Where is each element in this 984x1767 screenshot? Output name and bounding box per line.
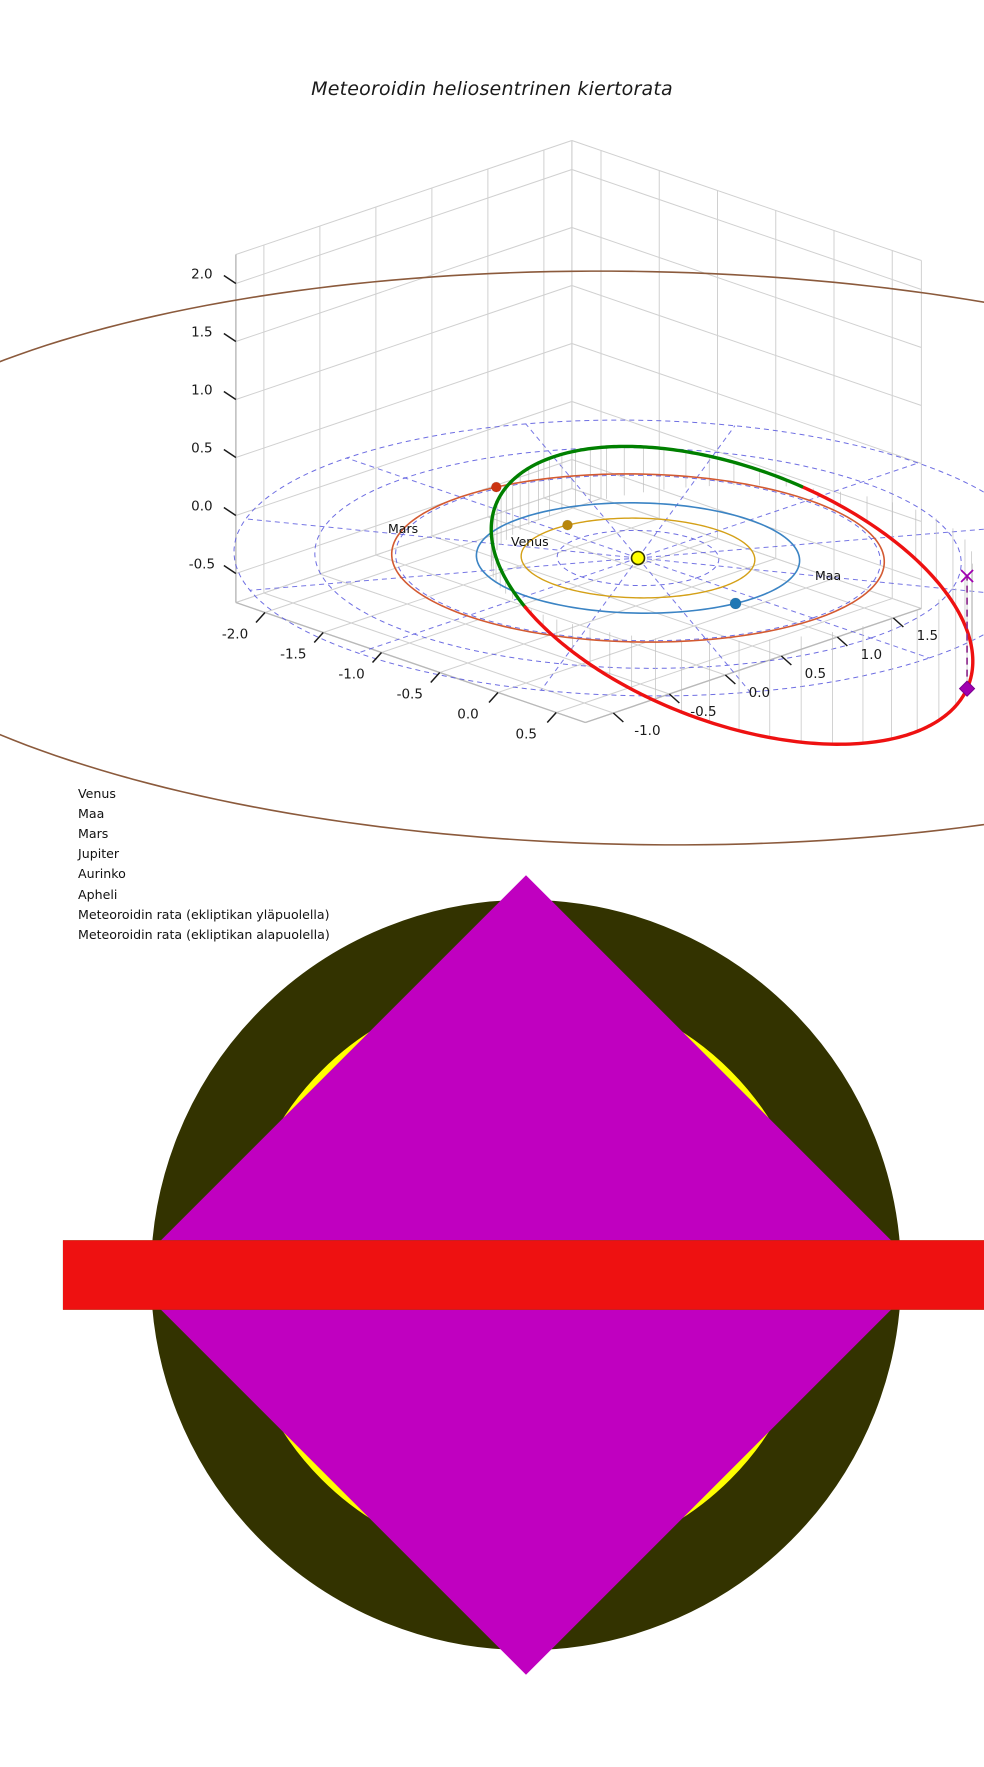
body-markers (490, 481, 742, 610)
z-axis-3-label: 1.0 (191, 383, 212, 399)
y-axis-4-tick (836, 636, 848, 647)
y-axis-5-label: 1.5 (917, 628, 938, 644)
legend-label: Aurinko (78, 866, 126, 882)
y-axis-2-tick (724, 674, 736, 685)
y-axis-0-label: -1.0 (634, 723, 660, 739)
y-axis-3-label: 0.5 (805, 666, 826, 682)
aphelion-projection-x-marker (960, 569, 974, 583)
maa-marker (729, 597, 742, 610)
x-axis-4-label: 0.0 (457, 707, 478, 723)
axis-tick-labels: -2.0 -1.5 -1.0 -0.5 0.0 0.5 -1.0 -0.5 0.0 0.5 1.0 1… (189, 267, 938, 743)
z-axis-5-label: 2.0 (191, 267, 212, 283)
legend-label: Apheli (78, 886, 118, 902)
legend-label: Meteoroidin rata (ekliptikan yläpuolella… (78, 906, 330, 922)
legend-label: Jupiter (78, 846, 120, 862)
z-axis-4-tick (223, 332, 237, 343)
x-axis-0-label: -2.0 (222, 627, 248, 643)
maa-label: Maa (815, 568, 841, 583)
axis-ticks (223, 274, 904, 724)
x-axis-1-label: -1.5 (280, 647, 306, 663)
x-axis-5-tick (546, 711, 557, 724)
plot-area: -2.0 -1.5 -1.0 -0.5 0.0 0.5 -1.0 -0.5 0.0 0.5 1.0 1… (0, 140, 984, 846)
z-axis-2-label: 0.5 (191, 441, 212, 457)
x-axis-0-tick (255, 611, 266, 624)
y-axis-0-tick (612, 712, 624, 723)
planet-orbits (0, 270, 984, 846)
x-axis-2-tick (371, 651, 383, 664)
legend-label: Meteoroidin rata (ekliptikan alapuolella… (78, 926, 330, 942)
legend-item-meteoroidin[interactable]: Meteoroidin rata (ekliptikan alapuolella… (34, 924, 984, 1310)
aphelion-diamond-marker (958, 680, 976, 697)
x-axis-4-tick (488, 691, 499, 704)
z-axis-1-tick (223, 506, 237, 517)
legend-label: Maa (78, 805, 105, 821)
x-axis-3-label: -0.5 (397, 687, 423, 703)
z-axis-2-tick (223, 448, 237, 459)
y-axis-1-tick (668, 693, 680, 704)
z-axis-0-tick (223, 564, 237, 575)
y-axis-4-label: 1.0 (861, 647, 882, 663)
x-axis-3-tick (430, 671, 441, 684)
axis-panes (235, 140, 922, 724)
aphelion-marker-group (958, 569, 976, 697)
z-axis-5-tick (223, 274, 237, 285)
x-axis-1-tick (313, 631, 324, 644)
z-axis-1-label: 0.0 (191, 499, 212, 515)
z-axis-3-tick (223, 390, 237, 401)
z-axis-4-label: 1.5 (191, 325, 212, 341)
mars-marker (490, 481, 502, 493)
x-axis-5-label: 0.5 (516, 727, 537, 743)
page-title: Meteoroidin heliosentrinen kiertorata (311, 78, 673, 100)
x-axis-2-label: -1.0 (338, 667, 364, 683)
mars-label: Mars (388, 521, 418, 536)
legend-label: Venus (78, 785, 116, 801)
legend[interactable]: Venus Maa Mars Jupiter Aurinko Apheli Meteoroi… (34, 783, 984, 1675)
venus-marker (562, 519, 573, 531)
z-axis-0-label: -0.5 (189, 557, 215, 573)
figure-canvas: Meteoroidin heliosentrinen kiertorata -2… (0, 78, 984, 1675)
sun-marker (630, 550, 646, 566)
venus-label: Venus (511, 534, 549, 549)
legend-label: Mars (78, 825, 109, 841)
y-axis-2-label: 0.0 (749, 685, 770, 701)
meteoroid-orbit (489, 444, 975, 746)
y-axis-3-tick (780, 655, 792, 666)
y-axis-1-label: -0.5 (690, 704, 716, 720)
y-axis-5-tick (892, 617, 904, 628)
body-labels: Mars Venus Maa (388, 521, 841, 583)
